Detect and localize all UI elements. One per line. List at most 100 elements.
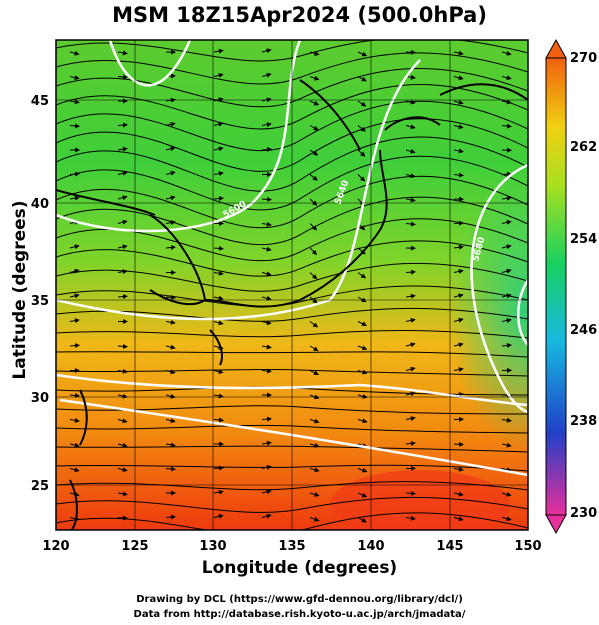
x-tick-label: 130	[199, 539, 226, 554]
x-tick-label: 135	[278, 539, 305, 554]
wind-arrow	[357, 517, 367, 523]
wind-arrow	[69, 244, 80, 250]
wind-arrow	[309, 467, 320, 473]
wind-arrow	[357, 174, 366, 182]
wind-arrow	[165, 466, 176, 472]
wind-arrow	[261, 320, 272, 326]
wind-arrow	[165, 514, 176, 520]
wind-arrow	[501, 318, 512, 324]
wind-arrow	[261, 295, 272, 301]
y-tick-labels: 25 30 35 40 45	[31, 94, 49, 494]
wind-arrow	[453, 516, 464, 522]
wind-arrow	[309, 100, 320, 106]
wind-arrow	[261, 489, 272, 495]
wind-arrow	[453, 293, 464, 299]
wind-arrow	[117, 393, 128, 399]
wind-arrow	[261, 368, 272, 374]
wind-arrow	[453, 172, 464, 178]
wind-arrow	[69, 171, 80, 177]
wind-arrow	[213, 72, 224, 78]
wind-arrow	[261, 221, 272, 227]
wind-arrow	[69, 123, 80, 129]
y-tick-label: 25	[31, 479, 49, 494]
wind-arrow	[117, 146, 128, 152]
wind-arrow	[501, 123, 512, 129]
streamline	[56, 496, 528, 513]
wind-arrow	[501, 417, 512, 423]
wind-arrow	[69, 318, 80, 324]
wind-arrow	[309, 75, 320, 81]
wind-arrow	[405, 490, 416, 496]
streamline	[56, 118, 528, 172]
wind-arrow	[357, 76, 367, 82]
colorbar-top-cap	[545, 38, 567, 59]
wind-arrow	[405, 366, 416, 372]
streamline	[56, 329, 528, 339]
colorbar-tick-label: 230	[570, 506, 597, 521]
wind-arrow	[405, 342, 416, 348]
wind-arrow	[357, 100, 367, 107]
wind-arrow	[165, 121, 176, 127]
wind-arrow	[213, 417, 224, 423]
wind-arrow	[261, 513, 272, 519]
wind-arrow	[213, 48, 224, 54]
wind-arrow	[405, 99, 416, 105]
wind-arrow	[117, 442, 128, 448]
wind-arrow	[501, 293, 512, 299]
wind-arrow	[261, 246, 272, 252]
wind-streamlines	[56, 40, 528, 530]
wind-arrow	[213, 121, 224, 127]
y-tick-label: 35	[31, 294, 49, 309]
wind-arrow	[309, 370, 320, 375]
colorbar-tick-label: 246	[570, 323, 597, 338]
x-tick-label: 145	[436, 539, 463, 554]
colorbar-tick-label: 254	[570, 232, 597, 247]
wind-arrow	[453, 124, 464, 130]
temperature-field	[56, 40, 528, 530]
wind-arrow	[261, 440, 272, 446]
wind-arrow	[69, 293, 80, 299]
wind-arrow	[453, 50, 464, 56]
wind-arrow	[261, 147, 272, 152]
wind-arrow	[309, 125, 319, 131]
streamline	[56, 464, 528, 472]
y-tick-label: 30	[31, 391, 49, 406]
wind-arrow	[357, 125, 366, 132]
wind-arrow	[357, 272, 367, 279]
wind-arrow	[261, 122, 272, 128]
wind-arrow	[261, 344, 272, 350]
wind-arrow	[405, 124, 416, 130]
data-credit: Data from http://database.rish.kyoto-u.a…	[133, 609, 466, 620]
x-tick-label: 140	[357, 539, 384, 554]
wind-arrow	[165, 170, 176, 176]
wind-arrow	[453, 317, 464, 323]
wind-arrow	[357, 149, 366, 157]
wind-arrow	[69, 195, 80, 201]
wind-arrow	[117, 244, 128, 250]
wind-arrow	[117, 219, 128, 225]
wind-arrow	[213, 465, 224, 471]
colorbar-tick-label: 238	[570, 414, 597, 429]
wind-arrow	[309, 174, 318, 181]
wind-arrow	[501, 50, 512, 56]
wind-arrow	[213, 295, 224, 301]
wind-arrow	[165, 418, 176, 424]
wind-arrow	[453, 99, 464, 105]
wind-arrow	[309, 51, 320, 56]
wind-arrow	[165, 195, 176, 201]
wind-arrow	[165, 146, 176, 152]
wind-arrow	[501, 220, 512, 225]
streamline	[56, 262, 528, 292]
wind-arrow	[357, 296, 367, 303]
wind-arrow	[69, 392, 80, 398]
wind-arrow	[357, 492, 368, 498]
wind-arrow	[453, 367, 464, 373]
streamline	[56, 351, 528, 358]
wind-arrow	[357, 345, 368, 351]
graticule	[56, 40, 528, 530]
wind-arrow	[165, 245, 176, 251]
wind-arrow	[309, 442, 320, 448]
streamline	[56, 445, 528, 453]
wind-arrow	[69, 442, 80, 448]
colorbar-scale	[545, 57, 567, 516]
